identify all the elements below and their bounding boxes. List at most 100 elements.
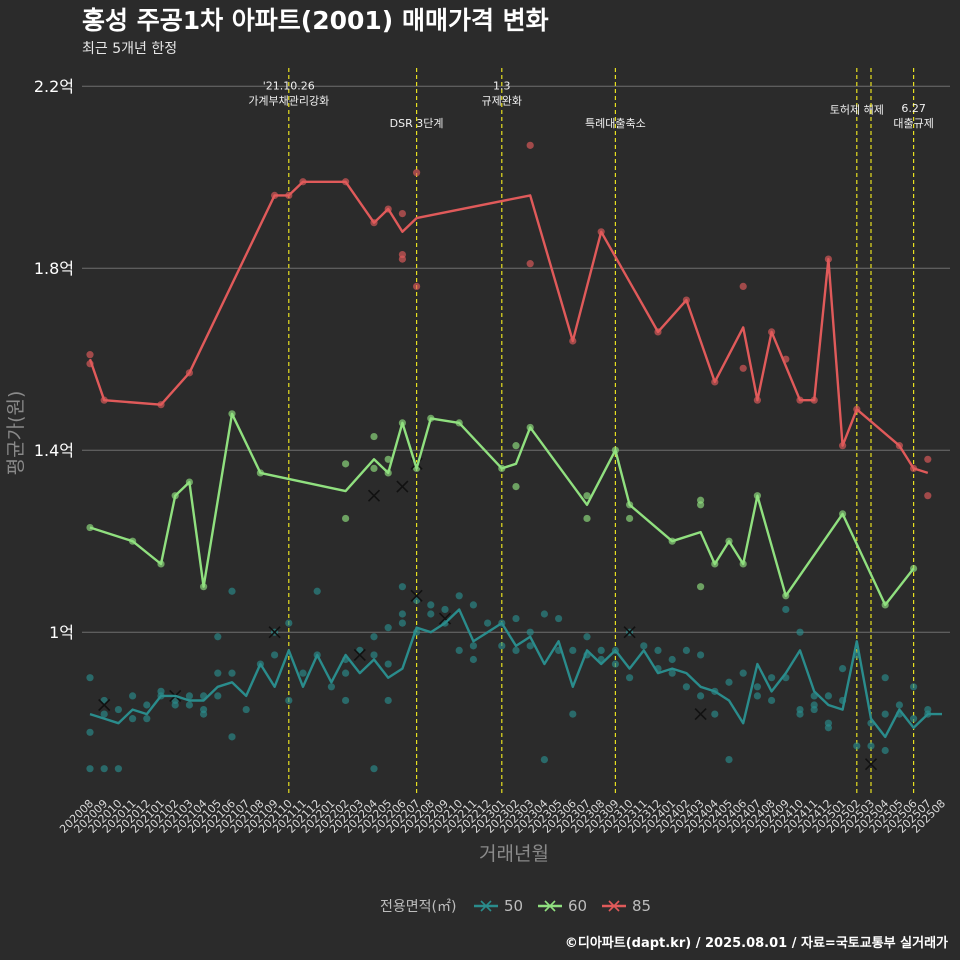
point-50-41 bbox=[370, 651, 378, 659]
point-50-89 bbox=[697, 692, 705, 700]
event-label-0: '21.10.26 가계부채관리강화 bbox=[248, 79, 329, 107]
y-tick-label-2: 1.8억 bbox=[34, 259, 74, 278]
event-label-2: 1.3 규제완화 bbox=[482, 79, 522, 107]
point-50-91 bbox=[711, 710, 719, 718]
cross-50-0 bbox=[98, 698, 111, 712]
point-50-123 bbox=[910, 683, 918, 691]
point-85-24 bbox=[739, 364, 747, 372]
point-50-10 bbox=[143, 715, 151, 723]
point-50-32 bbox=[285, 696, 293, 705]
point-50-59 bbox=[469, 642, 477, 650]
point-50-81 bbox=[626, 674, 634, 682]
series-85 bbox=[86, 141, 932, 500]
point-50-8 bbox=[129, 692, 137, 700]
point-50-33 bbox=[299, 669, 307, 677]
legend-label-85: 85 bbox=[632, 897, 651, 915]
point-50-114 bbox=[853, 742, 861, 750]
point-50-64 bbox=[512, 614, 520, 623]
point-85-35 bbox=[924, 455, 932, 463]
point-50-83 bbox=[654, 646, 662, 655]
point-50-9 bbox=[129, 715, 137, 723]
point-85-16 bbox=[526, 141, 534, 149]
point-50-104 bbox=[796, 710, 804, 718]
point-50-116 bbox=[867, 742, 875, 750]
point-50-31 bbox=[285, 619, 293, 627]
point-60-13 bbox=[384, 455, 392, 463]
y-tick-label-0: 1억 bbox=[49, 623, 74, 642]
event-label-4: 토허제 해제 bbox=[830, 103, 884, 117]
point-60-22 bbox=[583, 492, 591, 500]
legend-label-50: 50 bbox=[504, 897, 523, 915]
point-50-46 bbox=[384, 696, 392, 705]
point-50-60 bbox=[469, 601, 477, 609]
point-50-16 bbox=[185, 692, 193, 700]
point-50-82 bbox=[640, 642, 648, 650]
cross-60-0 bbox=[367, 489, 381, 502]
point-50-76 bbox=[597, 646, 605, 655]
point-50-11 bbox=[143, 701, 151, 709]
point-60-11 bbox=[370, 464, 378, 472]
point-50-26 bbox=[228, 587, 236, 595]
point-50-48 bbox=[398, 610, 406, 618]
point-50-96 bbox=[753, 692, 762, 700]
point-85-0 bbox=[86, 351, 94, 359]
cross-50-3 bbox=[353, 648, 366, 662]
point-50-119 bbox=[881, 746, 889, 755]
point-50-0 bbox=[86, 674, 94, 682]
cross-50-4 bbox=[410, 589, 423, 602]
point-50-38 bbox=[342, 669, 350, 677]
chart-subtitle: 최근 5개년 한정 bbox=[82, 41, 177, 57]
cross-60-1 bbox=[396, 480, 409, 493]
point-50-24 bbox=[228, 669, 236, 677]
event-label-3-line-0: 특례대출축소 bbox=[585, 117, 646, 130]
point-50-42 bbox=[370, 633, 378, 641]
point-50-34 bbox=[313, 587, 321, 595]
point-50-99 bbox=[768, 696, 776, 705]
point-50-15 bbox=[171, 701, 179, 709]
y-tick-label-3: 2.2억 bbox=[34, 77, 74, 96]
event-label-6-line-0: 6.27 bbox=[901, 102, 926, 115]
event-label-0-line-0: '21.10.26 bbox=[263, 79, 315, 92]
point-50-62 bbox=[498, 642, 506, 650]
point-60-30 bbox=[697, 583, 705, 591]
point-50-22 bbox=[214, 669, 222, 677]
point-50-43 bbox=[370, 765, 378, 773]
point-50-118 bbox=[881, 674, 889, 682]
point-50-94 bbox=[725, 756, 733, 764]
point-60-8 bbox=[342, 460, 350, 468]
point-50-56 bbox=[455, 592, 463, 600]
event-label-4-line-0: 토허제 해제 bbox=[830, 103, 884, 117]
point-50-21 bbox=[214, 692, 222, 700]
y-axis-ticks: 1억 1.4억 1.8억 2.2억 bbox=[34, 77, 74, 642]
point-85-11 bbox=[398, 210, 406, 218]
point-50-5 bbox=[100, 765, 108, 773]
point-50-49 bbox=[398, 583, 406, 591]
point-50-95 bbox=[739, 669, 747, 677]
chart-caption: ©디아파트(dapt.kr) / 2025.08.01 / 자료=국토교통부 실… bbox=[565, 935, 948, 951]
point-60-20 bbox=[512, 483, 520, 491]
point-50-111 bbox=[839, 665, 847, 673]
event-label-3: 특례대출축소 bbox=[585, 117, 646, 130]
point-60-9 bbox=[342, 514, 350, 523]
point-50-25 bbox=[228, 733, 236, 741]
point-85-14 bbox=[413, 169, 421, 177]
cross-50-6 bbox=[623, 626, 636, 639]
point-50-78 bbox=[611, 660, 620, 668]
y-tick-label-1: 1.4억 bbox=[34, 441, 74, 460]
point-85-17 bbox=[526, 260, 534, 268]
point-60-19 bbox=[512, 442, 520, 450]
cross-50-5 bbox=[438, 612, 452, 625]
point-50-70 bbox=[555, 614, 563, 623]
event-label-1-line-0: DSR 3단계 bbox=[390, 117, 444, 130]
line-85 bbox=[88, 180, 929, 475]
gridlines bbox=[82, 85, 950, 633]
point-50-55 bbox=[441, 605, 449, 614]
series-50 bbox=[86, 583, 942, 773]
point-50-122 bbox=[910, 715, 918, 723]
point-50-67 bbox=[526, 642, 534, 650]
point-60-26 bbox=[626, 514, 634, 523]
point-50-72 bbox=[569, 646, 577, 655]
point-50-39 bbox=[342, 696, 350, 705]
point-50-100 bbox=[782, 605, 790, 614]
